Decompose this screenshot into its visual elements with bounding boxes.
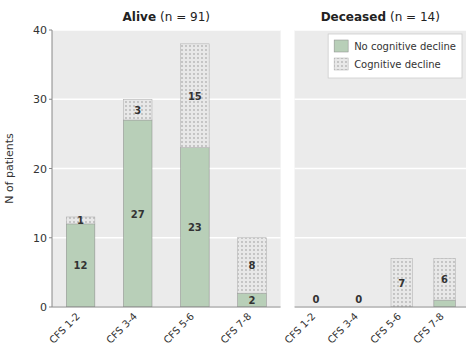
y-axis-label: N of patients (3, 133, 16, 204)
panel: 0 0 7 6 CFS 1-2CFS 3-4CFS 5-6CFS 7-8 Deceased… (282, 10, 466, 346)
legend-swatch (334, 58, 348, 70)
title: Deceased (n = 14) (321, 10, 440, 24)
y-tick-label: 0 (40, 301, 47, 314)
data-labels: 12 27 23 2 1 3 15 8 (74, 91, 256, 306)
bar-segment (181, 44, 210, 148)
grid-line (295, 168, 466, 170)
x-tick-label: CFS 1-2 (282, 311, 317, 346)
data-label: 23 (188, 222, 202, 233)
data-label: 1 (77, 215, 84, 226)
bars (66, 44, 266, 307)
bar-segment (123, 120, 152, 307)
legend-label: Cognitive decline (354, 59, 441, 70)
grid-line (52, 29, 281, 31)
x-tick-label: CFS 1-2 (47, 311, 82, 346)
y-tick-label: 40 (33, 24, 47, 37)
bar-segment (238, 238, 267, 293)
x-tick-label: CFS 7-8 (218, 311, 253, 346)
bar-segment (434, 300, 455, 307)
data-label: 15 (188, 91, 202, 102)
figure: 010203040122723213158CFS 1-2CFS 3-4CFS 5… (0, 0, 474, 359)
y-axis (52, 30, 53, 307)
bar-segment (181, 148, 210, 307)
data-label: 27 (131, 209, 145, 220)
legend: No cognitive decline Cognitive decline (328, 34, 462, 78)
x-tick-label: CFS 5-6 (368, 311, 403, 346)
grid-line (52, 168, 281, 170)
plot-background (52, 30, 281, 307)
x-tick-label: CFS 7-8 (411, 311, 446, 346)
title-text: Deceased (321, 10, 386, 24)
y-tick-label: 30 (33, 93, 47, 106)
data-label: 6 (441, 274, 448, 285)
data-label: 0 (355, 294, 362, 305)
grid-line (295, 99, 466, 101)
data-label: 8 (249, 260, 256, 271)
grid-line (295, 29, 466, 31)
bar-segment (66, 224, 95, 307)
legend-swatch (334, 40, 348, 52)
bars (391, 259, 455, 307)
grid-line (52, 99, 281, 101)
grid-line (295, 237, 466, 239)
title-text: Alive (123, 10, 156, 24)
title: Alive (n = 91) (123, 10, 210, 24)
data-label: 12 (74, 260, 88, 271)
bar-segment (434, 259, 455, 301)
data-label: 7 (398, 278, 405, 289)
bar-segment (123, 99, 152, 120)
x-tick-label: CFS 3-4 (104, 311, 139, 346)
bar-segment (391, 259, 412, 307)
x-tick-label: CFS 3-4 (325, 311, 360, 346)
x-axis (295, 307, 466, 308)
plot-background (295, 30, 466, 307)
data-label: 0 (313, 294, 320, 305)
legend-frame (328, 34, 462, 78)
y-tick-label: 20 (33, 163, 47, 176)
data-label: 2 (249, 295, 256, 306)
data-labels: 0 0 7 6 (313, 274, 449, 305)
data-label: 3 (134, 105, 141, 116)
panel: 0 10 20 30 40 12 27 23 2 1 3 15 8 CFS 1-2 CFS 3-4 CFS 5… (3, 10, 281, 346)
subtitle: (n = 14) (390, 10, 440, 24)
x-tick-label: CFS 5-6 (161, 311, 196, 346)
legend-label: No cognitive decline (354, 41, 456, 52)
x-axis (52, 307, 281, 308)
y-tick-label: 10 (33, 232, 47, 245)
subtitle: (n = 91) (160, 10, 210, 24)
bar-segment (238, 293, 267, 307)
